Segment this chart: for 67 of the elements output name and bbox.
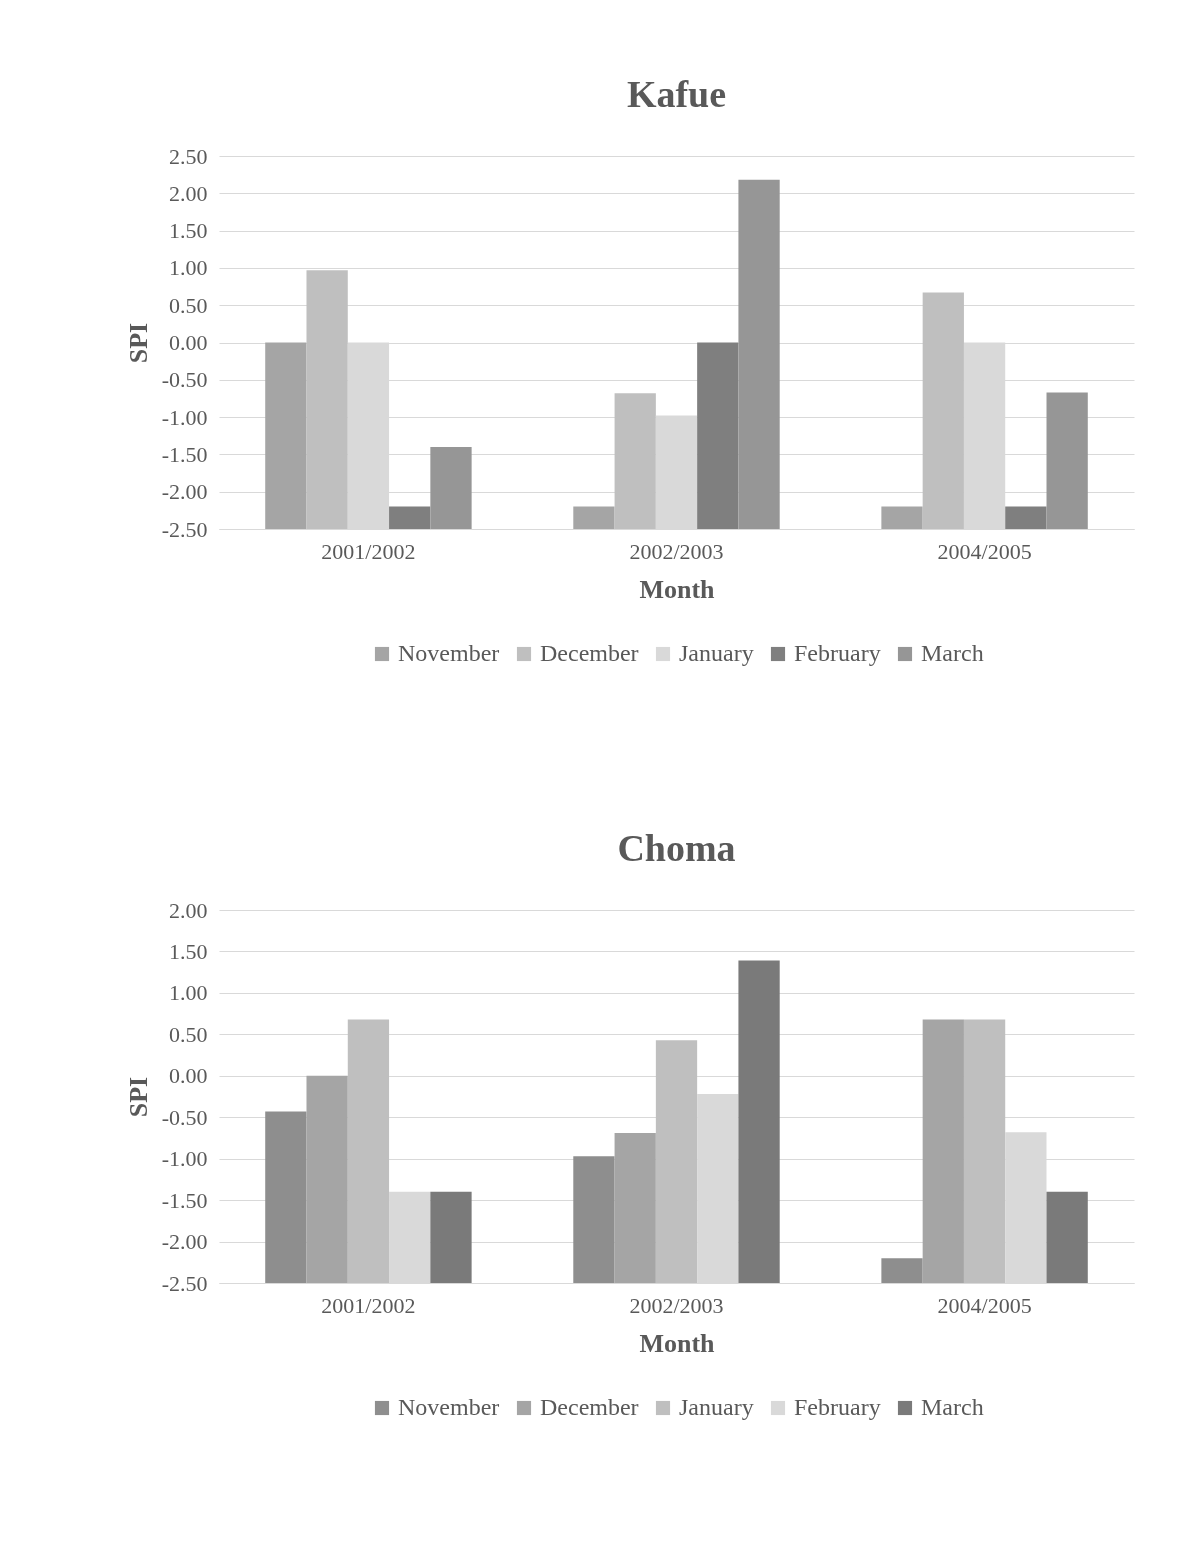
bar (573, 506, 615, 529)
y-tick-label: -0.50 (161, 1104, 208, 1130)
bar (347, 1019, 390, 1283)
bar (573, 1156, 615, 1283)
legend-label: January (679, 640, 754, 666)
bar (265, 342, 307, 529)
bar (1005, 506, 1047, 529)
bar (922, 1019, 964, 1283)
legend-label: December (540, 1394, 639, 1420)
bar (1046, 1191, 1088, 1283)
x-axis-title: Month (639, 574, 716, 604)
legend-label: March (921, 1394, 984, 1420)
y-tick-label: 1.50 (169, 938, 208, 964)
x-tick-label: 2002/2003 (629, 538, 724, 564)
y-tick-label: 2.50 (169, 143, 208, 169)
y-tick-label: -2.00 (161, 1229, 208, 1255)
chart-title: Choma (617, 827, 736, 869)
bar (265, 1111, 307, 1283)
y-tick-label: -1.50 (161, 1187, 208, 1213)
bar (738, 179, 780, 529)
y-tick-label: -2.50 (161, 1270, 208, 1296)
legend-label: February (794, 1394, 881, 1420)
y-tick-label: -1.50 (161, 441, 208, 467)
x-axis-title: Month (639, 1328, 716, 1358)
legend-label: November (398, 1394, 500, 1420)
legend-label: December (540, 640, 639, 666)
y-tick-label: 0.00 (169, 330, 208, 355)
bar (881, 506, 923, 529)
y-tick-label: 2.00 (169, 180, 208, 206)
bar (922, 292, 964, 529)
legend-label: November (398, 640, 500, 666)
y-tick-label: 1.00 (169, 255, 208, 281)
y-tick-label: -1.00 (161, 404, 208, 430)
bar (697, 342, 739, 529)
legend-label: February (794, 640, 881, 666)
x-tick-label: 2001/2002 (321, 538, 416, 564)
x-tick-label: 2002/2003 (629, 1292, 724, 1318)
y-axis-title: SPI (123, 322, 153, 364)
bar (430, 1191, 472, 1283)
y-tick-label: 1.50 (169, 218, 208, 244)
bar (655, 1040, 698, 1283)
y-tick-label: -2.50 (161, 516, 208, 542)
bar (1046, 392, 1088, 529)
bar (614, 393, 656, 529)
y-tick-label: 0.00 (169, 1063, 208, 1089)
y-tick-label: -0.50 (161, 367, 208, 393)
bar (430, 446, 472, 529)
y-tick-label: 2.00 (169, 897, 208, 923)
x-tick-label: 2004/2005 (937, 1292, 1032, 1318)
y-tick-label: -2.00 (161, 479, 208, 505)
y-tick-label: 0.50 (169, 292, 208, 318)
legend-label: March (921, 640, 984, 666)
bar (881, 1258, 923, 1283)
x-tick-label: 2001/2002 (321, 1292, 416, 1318)
y-tick-label: 0.50 (169, 1021, 208, 1047)
legend-label: January (679, 1394, 754, 1420)
y-tick-label: -1.00 (161, 1146, 208, 1172)
chart-title: Kafue (626, 73, 727, 115)
bar (738, 960, 780, 1283)
y-tick-label: 1.00 (169, 980, 208, 1006)
y-axis-title: SPI (123, 1076, 153, 1118)
bar (614, 1132, 656, 1283)
bar (306, 1075, 348, 1283)
bar (389, 506, 431, 529)
bar (306, 270, 348, 529)
x-tick-label: 2004/2005 (937, 538, 1032, 564)
bar (963, 1019, 1006, 1283)
